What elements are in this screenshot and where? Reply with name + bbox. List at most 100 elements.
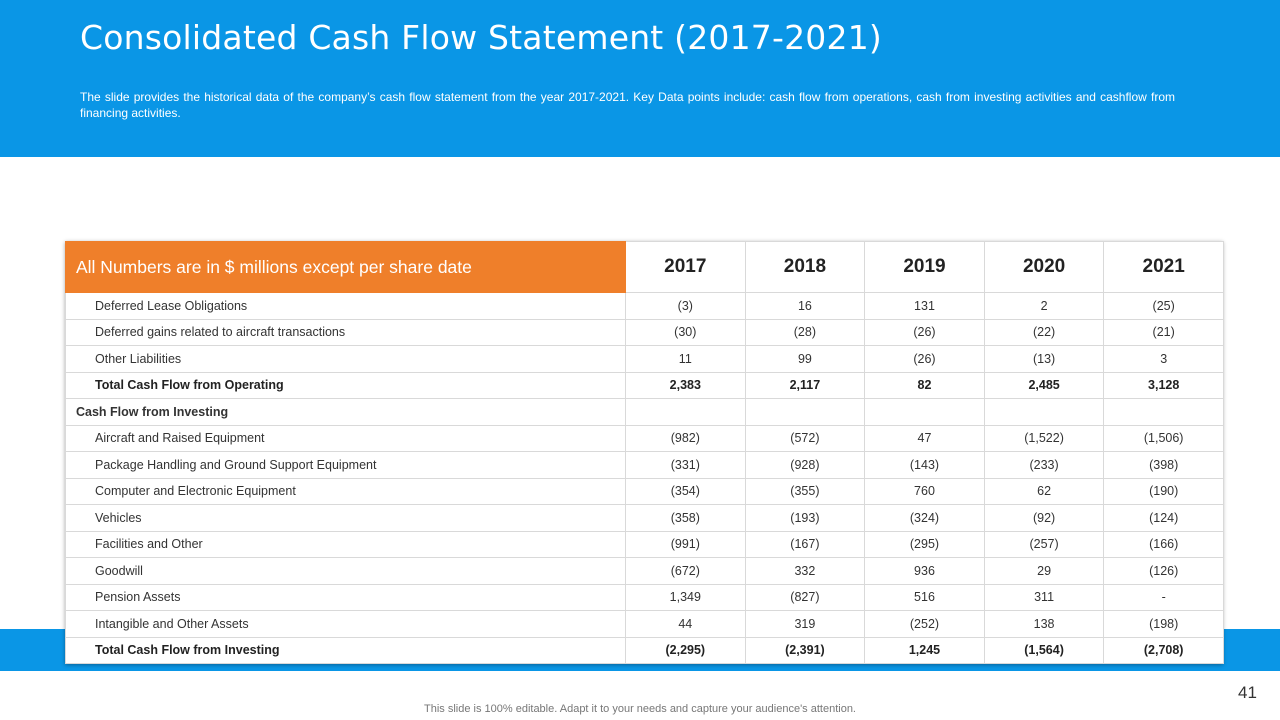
cell-value: 2,383 [625, 371, 746, 399]
table-row: Goodwill (672) 332 936 29 (126) [65, 557, 1224, 585]
cell-value: (193) [744, 504, 866, 532]
cell-value: (827) [744, 583, 866, 611]
cell-value: 332 [744, 557, 866, 585]
row-label: Deferred Lease Obligations [65, 292, 626, 320]
cell-value: (2,295) [625, 636, 746, 664]
cell-value [983, 398, 1105, 426]
cell-value: 44 [625, 610, 746, 638]
cell-value: (233) [983, 451, 1105, 479]
cell-value: (26) [864, 345, 985, 373]
cell-value: (295) [864, 530, 985, 558]
cell-value: (22) [983, 318, 1105, 346]
section-label: Cash Flow from Investing [65, 398, 626, 426]
year-header: 2017 [625, 241, 746, 293]
year-header: 2020 [983, 241, 1105, 293]
footer-note: This slide is 100% editable. Adapt it to… [424, 703, 856, 715]
cell-value: (1,522) [983, 424, 1105, 452]
cell-value: 16 [744, 292, 866, 320]
cell-value: (198) [1103, 610, 1224, 638]
row-label: Total Cash Flow from Operating [65, 371, 626, 399]
row-label: Deferred gains related to aircraft trans… [65, 318, 626, 346]
cell-value: (2,391) [744, 636, 866, 664]
cell-value: (398) [1103, 451, 1224, 479]
total-row: Total Cash Flow from Investing (2,295) (… [65, 636, 1224, 664]
cell-value: (167) [744, 530, 866, 558]
table-row: Aircraft and Raised Equipment (982) (572… [65, 424, 1224, 452]
row-label: Goodwill [65, 557, 626, 585]
row-label: Total Cash Flow from Investing [65, 636, 626, 664]
table-row: Vehicles (358) (193) (324) (92) (124) [65, 504, 1224, 532]
cell-value: (30) [625, 318, 746, 346]
cell-value: (25) [1103, 292, 1224, 320]
cell-value: (928) [744, 451, 866, 479]
table-header-label: All Numbers are in $ millions except per… [65, 241, 626, 293]
cell-value: (21) [1103, 318, 1224, 346]
cell-value: (124) [1103, 504, 1224, 532]
cell-value: (26) [864, 318, 985, 346]
cell-value: 936 [864, 557, 985, 585]
cell-value: (166) [1103, 530, 1224, 558]
cell-value: 2 [983, 292, 1105, 320]
cell-value: (1,564) [983, 636, 1105, 664]
cell-value [864, 398, 985, 426]
cash-flow-table-container: All Numbers are in $ millions except per… [65, 241, 1224, 664]
slide-title: Consolidated Cash Flow Statement (2017-2… [80, 18, 882, 57]
cell-value: - [1103, 583, 1224, 611]
cell-value: 516 [864, 583, 985, 611]
cell-value [1103, 398, 1224, 426]
row-label: Vehicles [65, 504, 626, 532]
table-row: Intangible and Other Assets 44 319 (252)… [65, 610, 1224, 638]
cell-value: (2,708) [1103, 636, 1224, 664]
cell-value: 2,117 [744, 371, 866, 399]
cell-value: (354) [625, 477, 746, 505]
row-label: Facilities and Other [65, 530, 626, 558]
table-body: Deferred Lease Obligations (3) 16 131 2 … [65, 292, 1224, 664]
table-row: Deferred gains related to aircraft trans… [65, 318, 1224, 346]
table-row: Computer and Electronic Equipment (354) … [65, 477, 1224, 505]
row-label: Pension Assets [65, 583, 626, 611]
cell-value: (1,506) [1103, 424, 1224, 452]
cell-value: (358) [625, 504, 746, 532]
cell-value [744, 398, 866, 426]
cell-value: 3 [1103, 345, 1224, 373]
cell-value: (190) [1103, 477, 1224, 505]
cell-value: (355) [744, 477, 866, 505]
year-header: 2021 [1103, 241, 1224, 293]
table-row: Facilities and Other (991) (167) (295) (… [65, 530, 1224, 558]
slide-description: The slide provides the historical data o… [80, 90, 1175, 120]
table-row: Pension Assets 1,349 (827) 516 311 - [65, 583, 1224, 611]
cell-value: 3,128 [1103, 371, 1224, 399]
cell-value: 131 [864, 292, 985, 320]
row-label: Package Handling and Ground Support Equi… [65, 451, 626, 479]
cell-value: (126) [1103, 557, 1224, 585]
total-row: Total Cash Flow from Operating 2,383 2,1… [65, 371, 1224, 399]
table-row: Other Liabilities 11 99 (26) (13) 3 [65, 345, 1224, 373]
row-label: Computer and Electronic Equipment [65, 477, 626, 505]
cell-value: 2,485 [983, 371, 1105, 399]
header-band [0, 0, 1280, 157]
row-label: Aircraft and Raised Equipment [65, 424, 626, 452]
cell-value: (991) [625, 530, 746, 558]
cell-value: 62 [983, 477, 1105, 505]
cell-value: (252) [864, 610, 985, 638]
cell-value: (28) [744, 318, 866, 346]
row-label: Other Liabilities [65, 345, 626, 373]
section-row: Cash Flow from Investing [65, 398, 1224, 426]
cell-value: 1,349 [625, 583, 746, 611]
cash-flow-table: All Numbers are in $ millions except per… [65, 241, 1224, 664]
page-number: 41 [1238, 683, 1257, 702]
cell-value: (3) [625, 292, 746, 320]
cell-value: 47 [864, 424, 985, 452]
cell-value: 138 [983, 610, 1105, 638]
cell-value: 82 [864, 371, 985, 399]
cell-value: (92) [983, 504, 1105, 532]
cell-value: 11 [625, 345, 746, 373]
cell-value: 29 [983, 557, 1105, 585]
cell-value: 760 [864, 477, 985, 505]
cell-value: (572) [744, 424, 866, 452]
table-header-row: All Numbers are in $ millions except per… [65, 241, 1224, 293]
cell-value: (672) [625, 557, 746, 585]
cell-value: 99 [744, 345, 866, 373]
year-header: 2018 [744, 241, 866, 293]
cell-value: (13) [983, 345, 1105, 373]
